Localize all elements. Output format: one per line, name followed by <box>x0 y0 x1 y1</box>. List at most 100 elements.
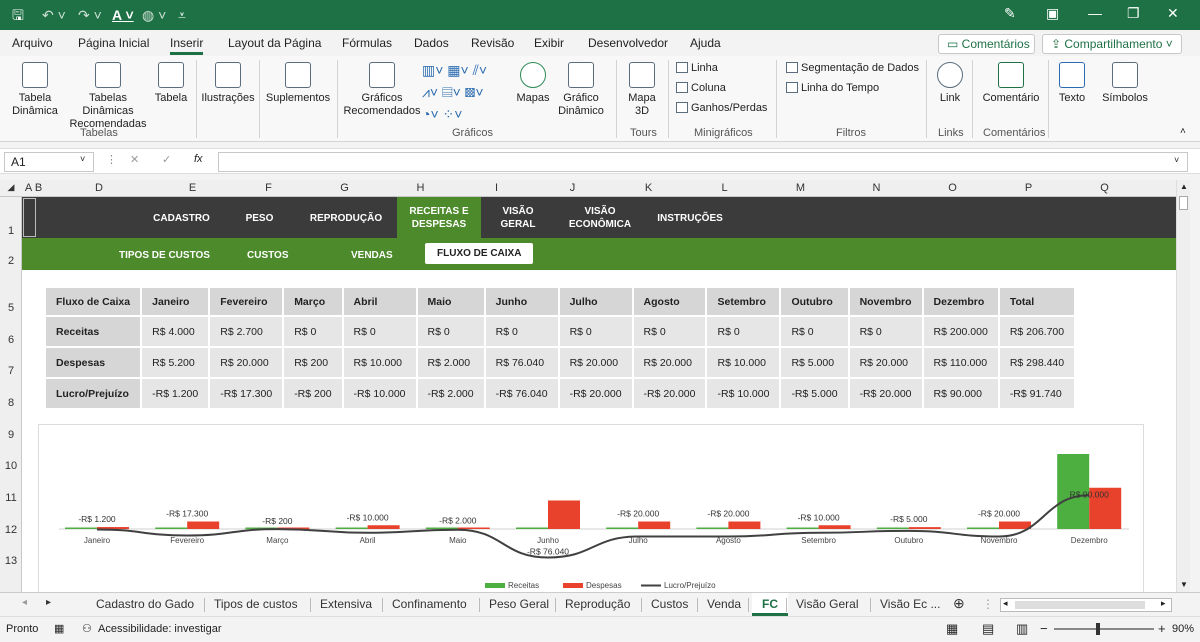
table-header-cell[interactable]: Abril <box>343 288 416 315</box>
symbols-button[interactable]: Símbolos <box>1100 62 1150 105</box>
table-cell[interactable]: -R$ 2.000 <box>417 379 484 408</box>
table-header-cell[interactable]: Setembro <box>707 288 780 315</box>
row-header[interactable]: 9 <box>7 429 15 441</box>
table-cell[interactable]: R$ 90.000 <box>923 379 998 408</box>
table-cell[interactable]: -R$ 20.000 <box>849 379 922 408</box>
col-header[interactable]: P <box>1024 182 1033 194</box>
name-box[interactable]: A1 <box>4 152 94 172</box>
line-chart-icon[interactable]: ⩘˅ ▤˅ ▩˅ <box>422 84 484 100</box>
link-button[interactable]: Link <box>932 62 968 105</box>
row-header[interactable]: 12 <box>4 524 18 536</box>
table-cell[interactable]: -R$ 91.740 <box>999 379 1075 408</box>
pivot-table-button[interactable]: Tabela Dinâmica <box>6 62 64 118</box>
accessibility-status[interactable]: Acessibilidade: investigar <box>98 623 222 635</box>
nav-instrucoes[interactable]: INSTRUÇÕES <box>657 213 723 224</box>
zoom-level[interactable]: 90% <box>1172 623 1195 635</box>
bar-receitas[interactable] <box>967 527 999 530</box>
table-cell[interactable]: -R$ 1.200 <box>142 379 209 408</box>
menu-ajuda[interactable]: Ajuda <box>690 36 721 50</box>
normal-view-icon[interactable]: ▦ <box>946 621 959 636</box>
table-cell[interactable]: R$ 0 <box>417 317 484 346</box>
bar-receitas[interactable] <box>516 527 548 530</box>
format-painter-icon[interactable]: ◍ ˅ <box>142 7 167 23</box>
table-button[interactable]: Tabela <box>152 62 190 105</box>
horizontal-scrollbar[interactable]: ◂ ▸ <box>1000 598 1172 612</box>
select-all-icon[interactable]: ◢ <box>7 182 15 192</box>
menu-revisao[interactable]: Revisão <box>471 36 515 50</box>
table-cell[interactable]: R$ 20.000 <box>210 348 283 377</box>
table-cell[interactable]: R$ 0 <box>633 317 706 346</box>
table-cell[interactable]: R$ 4.000 <box>142 317 209 346</box>
scroll-up-icon[interactable]: ▲ <box>1180 182 1188 191</box>
nav-reproducao[interactable]: REPRODUÇÃO <box>309 213 383 224</box>
row-header[interactable]: 5 <box>7 302 15 314</box>
table-cell[interactable]: R$ 0 <box>284 317 342 346</box>
sheet-tab[interactable]: Tipos de custos <box>214 597 298 611</box>
table-cell[interactable]: R$ 0 <box>781 317 848 346</box>
menu-exibir[interactable]: Exibir <box>534 36 565 50</box>
table-cell[interactable]: R$ 0 <box>849 317 922 346</box>
col-header[interactable]: G <box>340 182 349 194</box>
comment-button[interactable]: Comentário <box>978 62 1044 105</box>
bar-despesas[interactable] <box>457 527 490 530</box>
table-header-cell[interactable]: Fluxo de Caixa <box>46 288 141 315</box>
bar-despesas[interactable] <box>548 500 580 529</box>
restore-icon[interactable]: ❐ <box>1127 5 1140 21</box>
col-header[interactable]: A <box>24 182 33 194</box>
bar-despesas[interactable] <box>367 525 400 529</box>
recommended-pivot-button[interactable]: Tabelas Dinâmicas Recomendadas <box>64 62 152 131</box>
bar-despesas[interactable] <box>277 527 310 530</box>
row-header[interactable]: 8 <box>7 397 15 409</box>
enter-icon[interactable]: ✓ <box>162 154 172 166</box>
pie-chart-icon[interactable]: ◔˅ ⁘˅ <box>422 106 463 122</box>
undo-icon[interactable]: ↶ ˅ <box>42 7 66 23</box>
bar-receitas[interactable] <box>696 527 729 530</box>
redo-icon[interactable]: ↷ ˅ <box>78 7 102 23</box>
selected-cell-a1[interactable] <box>23 198 36 237</box>
timeline-button[interactable]: Linha do Tempo <box>786 82 879 94</box>
3d-map-button[interactable]: Mapa 3D <box>622 62 662 118</box>
page-break-view-icon[interactable]: ▥ <box>1016 621 1029 636</box>
table-cell[interactable]: -R$ 17.300 <box>210 379 283 408</box>
sheet-tab[interactable]: Cadastro do Gado <box>96 597 195 611</box>
close-icon[interactable]: ✕ <box>1167 5 1179 21</box>
table-cell[interactable]: R$ 0 <box>485 317 558 346</box>
table-cell[interactable]: R$ 10.000 <box>343 348 416 377</box>
column-chart-icon[interactable]: ▥˅ ▦˅ ⫽˅ <box>422 62 488 78</box>
zoom-in-icon[interactable]: + <box>1158 621 1166 636</box>
row-label[interactable]: Despesas <box>46 348 141 377</box>
pivot-chart-button[interactable]: Gráfico Dinâmico <box>556 62 606 118</box>
zoom-slider[interactable] <box>1054 628 1154 630</box>
table-cell[interactable]: -R$ 10.000 <box>707 379 780 408</box>
sheet-tab[interactable]: Reprodução <box>565 597 631 611</box>
cash-flow-chart[interactable]: Janeiro Fevereiro Março Abril Maio Junho Julho… <box>38 424 1144 594</box>
table-cell[interactable]: R$ 200.000 <box>923 317 998 346</box>
sparkline-winloss-button[interactable]: Ganhos/Perdas <box>676 102 767 114</box>
maps-button[interactable]: Mapas <box>514 62 552 105</box>
hscroll-thumb[interactable] <box>1015 601 1145 609</box>
table-header-cell[interactable]: Julho <box>559 288 632 315</box>
bar-receitas[interactable] <box>876 527 909 530</box>
row-header[interactable]: 2 <box>7 255 15 267</box>
menu-desenvolvedor[interactable]: Desenvolvedor <box>588 36 669 50</box>
pen-icon[interactable]: ✎ <box>1004 5 1016 21</box>
bar-despesas[interactable] <box>1089 487 1122 529</box>
bar-receitas[interactable] <box>65 527 97 530</box>
table-cell[interactable]: R$ 200 <box>284 348 342 377</box>
macro-record-icon[interactable]: ▦ <box>54 623 65 635</box>
sparkline-line-button[interactable]: Linha <box>676 62 718 74</box>
save-icon[interactable]: 🖫 <box>12 7 24 23</box>
sheet-tab[interactable]: Custos <box>651 597 689 611</box>
table-cell[interactable]: R$ 20.000 <box>849 348 922 377</box>
prev-sheet-icon[interactable]: ◂ <box>22 597 28 608</box>
vertical-scrollbar[interactable]: ▲ ▼ <box>1176 180 1190 592</box>
scroll-left-icon[interactable]: ◂ <box>1003 598 1008 608</box>
col-header[interactable]: H <box>416 182 425 194</box>
menu-arquivo[interactable]: Arquivo <box>12 36 53 50</box>
table-cell[interactable]: -R$ 10.000 <box>343 379 416 408</box>
row-header[interactable]: 10 <box>4 460 18 472</box>
bar-despesas[interactable] <box>187 521 220 530</box>
row-header[interactable]: 13 <box>4 555 18 567</box>
table-header-cell[interactable]: Fevereiro <box>210 288 283 315</box>
table-header-cell[interactable]: Maio <box>417 288 484 315</box>
